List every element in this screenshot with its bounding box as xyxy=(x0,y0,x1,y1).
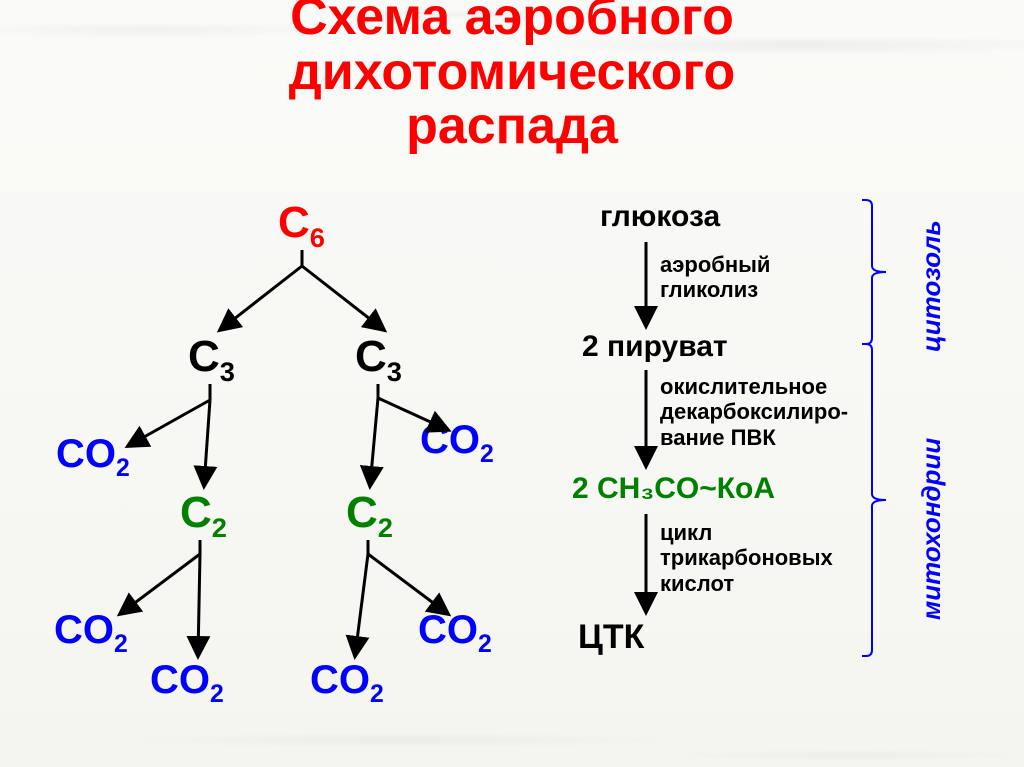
node-c2a: C2 xyxy=(180,488,227,538)
node-co2_bl1: CO2 xyxy=(54,608,128,653)
node-co2_br1: CO2 xyxy=(310,658,384,703)
pathway-glucose: глюкоза xyxy=(600,200,720,234)
title-line3: распада xyxy=(0,99,1024,154)
title-line1: Схема аэробного xyxy=(0,0,1024,45)
label-cytosol: цитозоль xyxy=(916,192,947,352)
node-c2b: C2 xyxy=(346,488,393,538)
process-tca-cycle: цикл трикарбоновых кислот xyxy=(660,520,833,596)
pathway-tca: ЦТК xyxy=(578,618,644,657)
node-co2_l: CO2 xyxy=(56,432,130,477)
title: Схема аэробного дихотомического распада xyxy=(0,0,1024,154)
node-co2_bl2: CO2 xyxy=(150,658,224,703)
process-oxidative-decarb: окислительное декарбоксилиро- вание ПВК xyxy=(660,374,848,450)
bracket xyxy=(862,200,886,344)
pathway-acetyl-coa: 2 CH₃CO~КоА xyxy=(572,472,775,506)
node-c3b: C3 xyxy=(355,332,402,382)
label-mitochondria: митохондрии xyxy=(916,380,947,620)
node-c3a: C3 xyxy=(188,332,235,382)
bracket xyxy=(862,344,886,656)
node-co2_br2: CO2 xyxy=(418,608,492,653)
node-co2_r: CO2 xyxy=(420,418,494,463)
process-glycolysis: аэробный гликолиз xyxy=(660,252,770,303)
pathway-pyruvate: 2 пируват xyxy=(582,330,728,364)
node-c6: C6 xyxy=(278,198,325,248)
title-line2: дихотомического xyxy=(0,45,1024,100)
